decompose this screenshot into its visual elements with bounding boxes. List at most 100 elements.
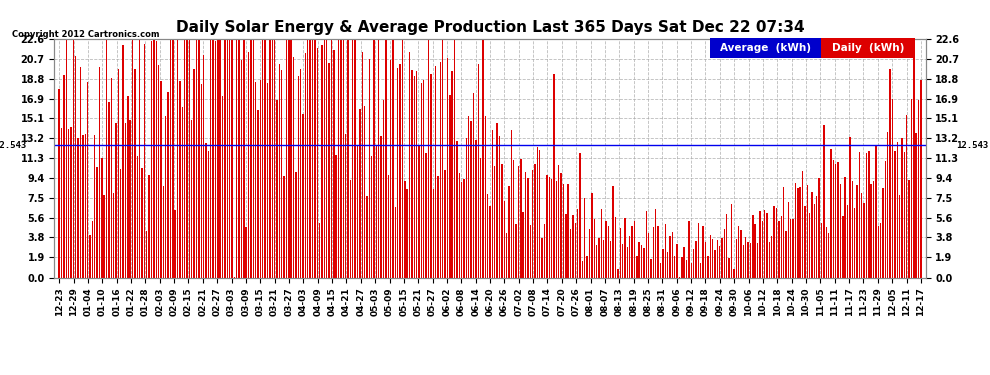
Bar (385, 39, 386, 278)
Bar (302, 114, 304, 278)
Bar (771, 236, 772, 278)
Bar (637, 256, 638, 278)
Bar (426, 153, 427, 278)
Bar (281, 70, 282, 278)
Bar (201, 84, 202, 278)
Bar (477, 64, 479, 278)
Bar (625, 217, 626, 278)
Bar (144, 44, 146, 278)
Bar (445, 170, 446, 278)
Bar (179, 81, 180, 278)
Bar (276, 100, 277, 278)
Bar (707, 256, 709, 278)
Bar (499, 136, 500, 278)
Bar (300, 69, 301, 278)
Bar (622, 244, 624, 278)
Bar (838, 162, 839, 278)
Bar (186, 39, 188, 278)
Bar (203, 55, 204, 278)
Bar (686, 260, 687, 278)
Bar (414, 76, 415, 278)
Bar (177, 39, 178, 278)
Bar (530, 225, 531, 278)
Bar (780, 216, 782, 278)
Bar (516, 224, 517, 278)
Bar (375, 146, 377, 278)
Bar (814, 204, 815, 278)
Bar (828, 233, 830, 278)
Bar (108, 102, 110, 278)
Bar (480, 158, 481, 278)
Bar (525, 172, 527, 278)
Bar (613, 186, 614, 278)
Bar (603, 240, 604, 278)
Bar (671, 232, 673, 278)
Bar (224, 39, 226, 278)
Bar (314, 39, 316, 278)
Bar (329, 63, 330, 278)
Bar (797, 188, 799, 278)
Bar (423, 80, 425, 278)
Bar (244, 39, 245, 278)
Title: Daily Solar Energy & Average Production Last 365 Days Sat Dec 22 07:34: Daily Solar Energy & Average Production … (176, 20, 804, 35)
Bar (101, 158, 103, 278)
Bar (371, 156, 372, 278)
Bar (430, 74, 432, 278)
Bar (681, 257, 682, 278)
Bar (72, 39, 74, 278)
Bar (438, 176, 439, 278)
Bar (184, 39, 185, 278)
Bar (208, 152, 209, 278)
Bar (778, 220, 779, 278)
Bar (267, 83, 268, 278)
Bar (368, 59, 370, 278)
Bar (373, 39, 375, 278)
Bar (567, 184, 569, 278)
Bar (610, 240, 612, 278)
Bar (508, 186, 510, 278)
Bar (885, 161, 886, 278)
Text: Average  (kWh): Average (kWh) (720, 43, 811, 53)
Bar (880, 224, 881, 278)
Bar (816, 196, 818, 278)
Bar (731, 204, 733, 278)
Bar (442, 40, 444, 278)
Bar (395, 207, 396, 278)
Bar (741, 230, 742, 278)
Bar (916, 133, 917, 278)
Bar (220, 39, 221, 278)
Bar (120, 169, 122, 278)
Bar (125, 123, 126, 278)
Bar (345, 134, 346, 278)
Bar (528, 177, 529, 278)
Bar (449, 94, 450, 278)
Bar (106, 39, 107, 278)
Bar (155, 41, 157, 278)
Bar (657, 226, 658, 278)
Bar (99, 68, 100, 278)
Bar (317, 48, 318, 278)
Bar (674, 256, 675, 278)
Bar (792, 219, 794, 278)
Bar (87, 82, 88, 278)
Bar (453, 39, 455, 278)
Bar (496, 123, 498, 278)
Bar (897, 142, 898, 278)
Bar (390, 60, 391, 278)
Bar (94, 135, 95, 278)
Bar (662, 249, 663, 278)
Bar (421, 82, 422, 278)
Bar (683, 247, 685, 278)
Text: 12.543: 12.543 (956, 141, 989, 150)
Bar (191, 120, 192, 278)
Bar (82, 135, 83, 278)
Bar (402, 39, 403, 278)
Bar (858, 152, 860, 278)
Bar (861, 193, 862, 278)
Bar (148, 176, 149, 278)
Bar (278, 64, 280, 278)
Bar (465, 138, 467, 278)
Bar (269, 39, 270, 278)
Bar (518, 166, 519, 278)
Bar (286, 39, 287, 278)
